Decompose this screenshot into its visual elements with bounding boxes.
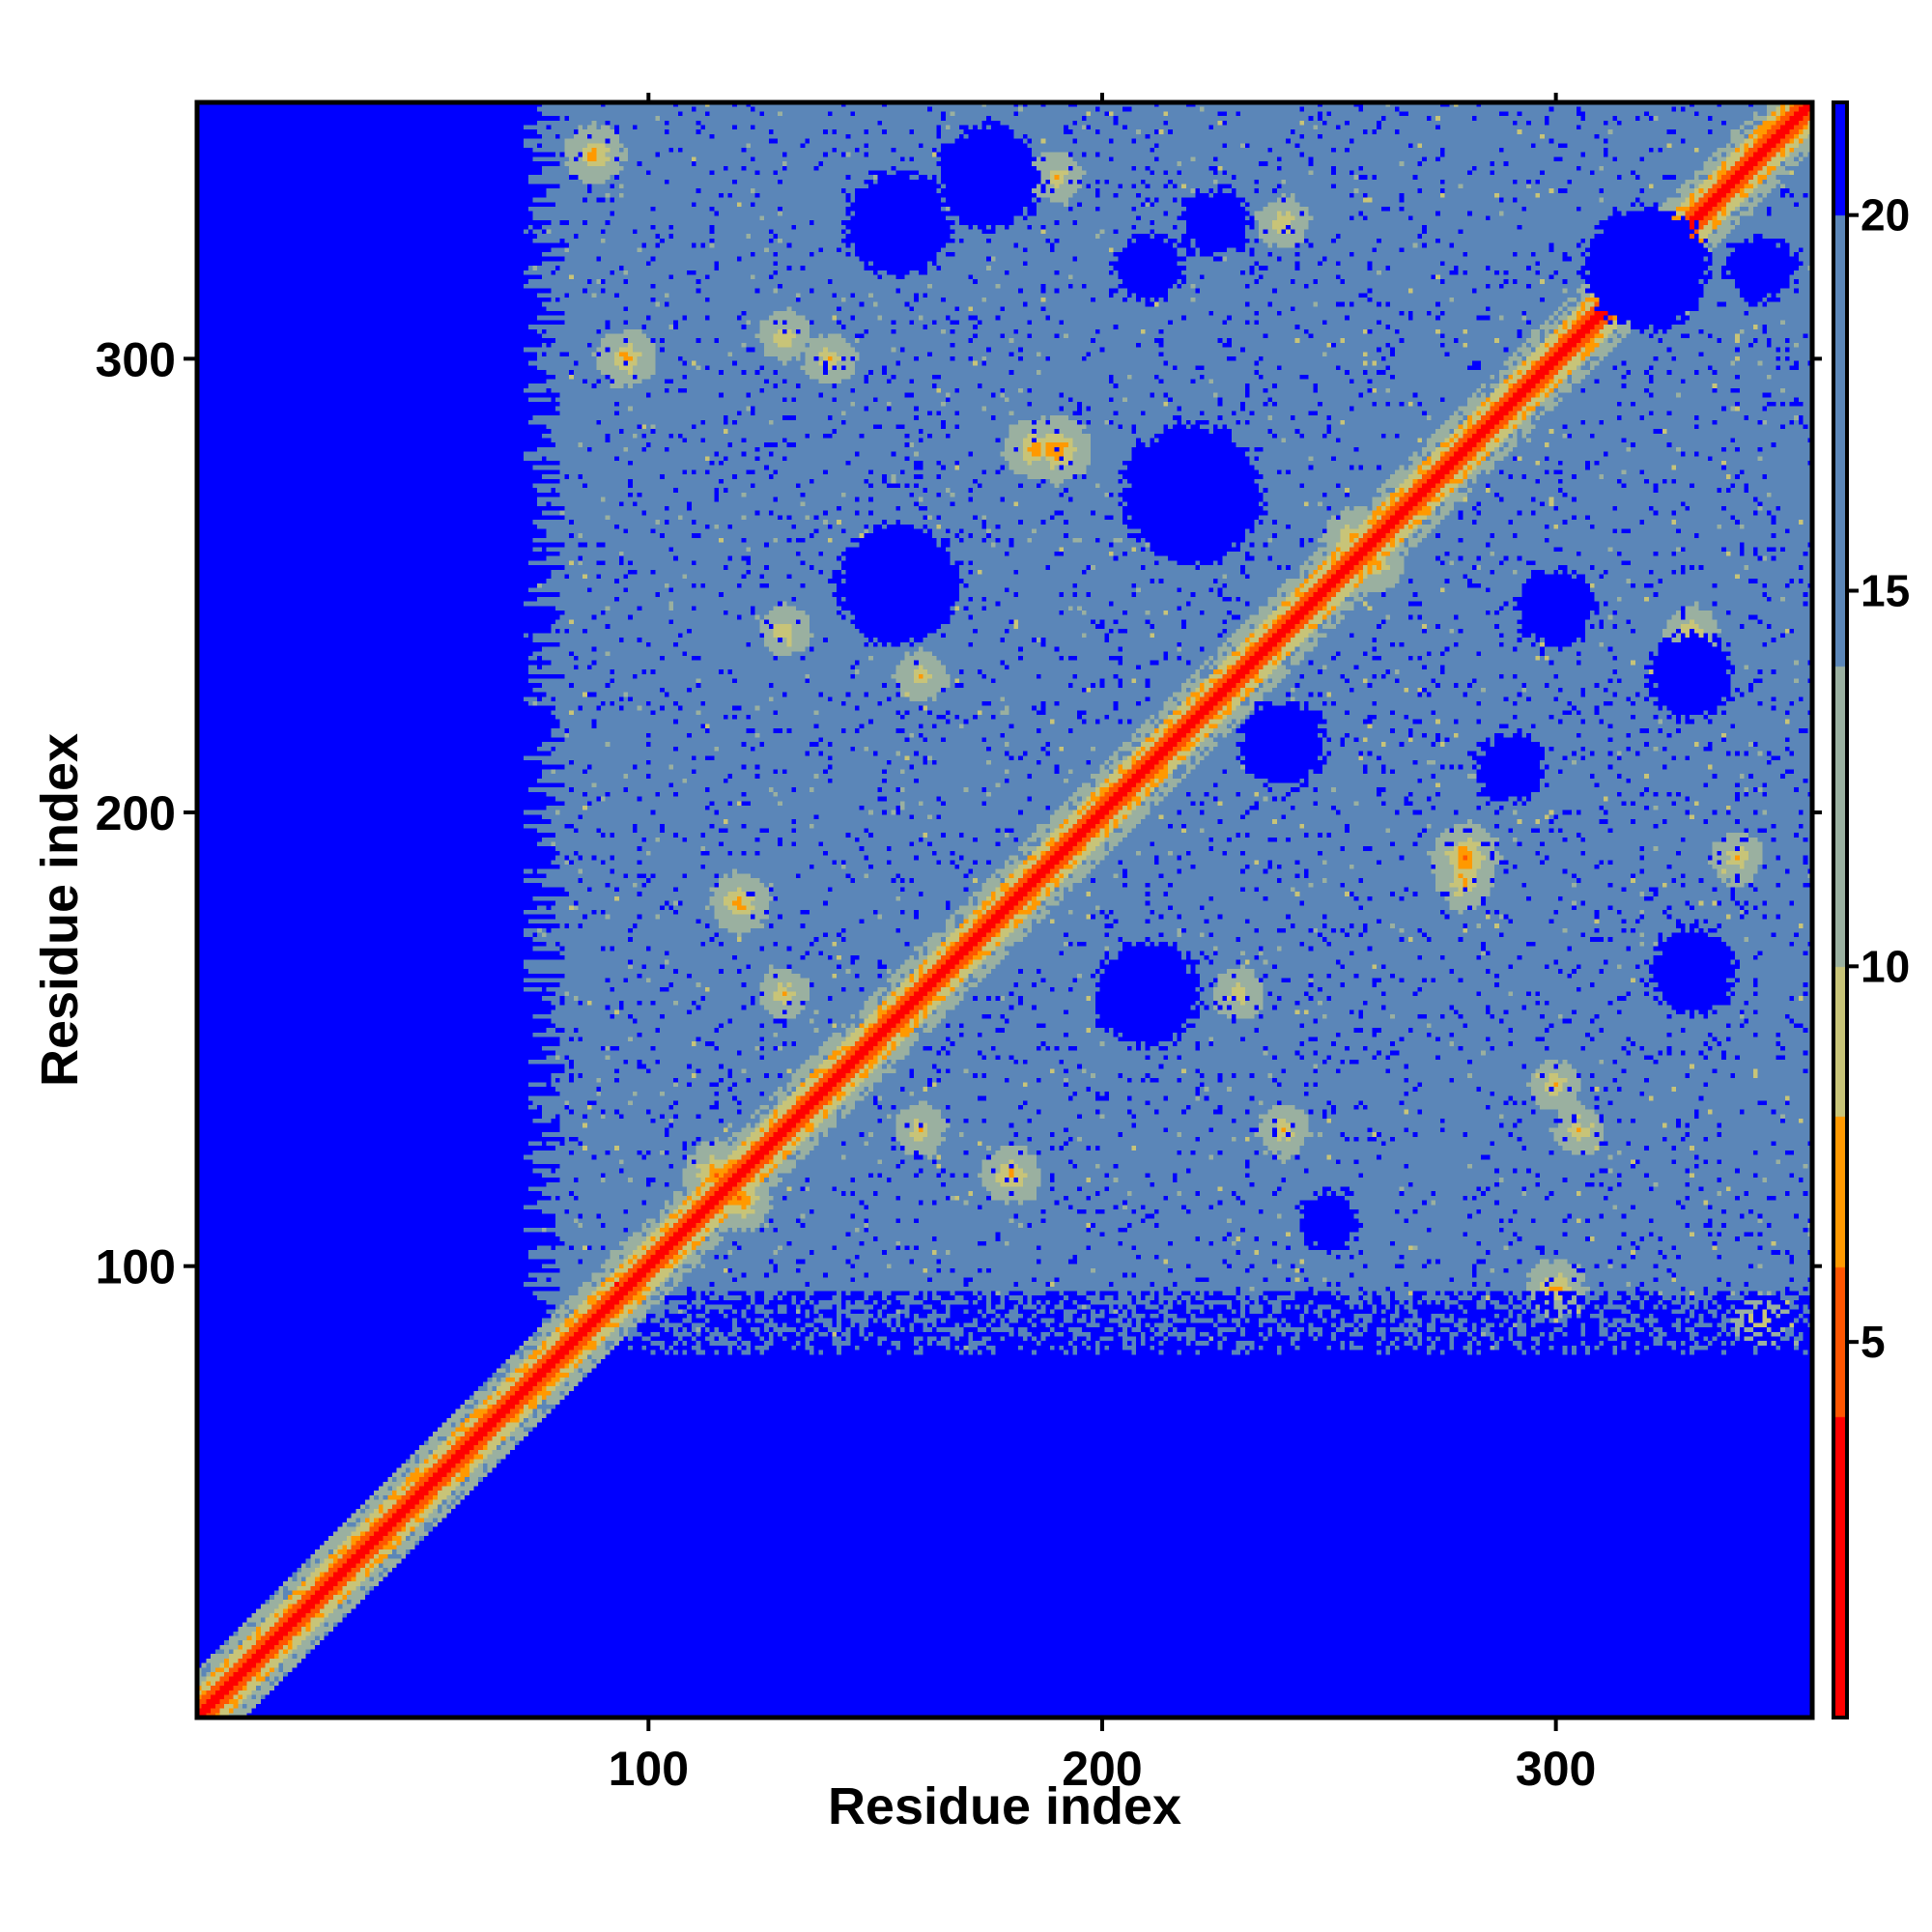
- x-tick-label: 100: [609, 1742, 689, 1796]
- x-axis-ticks: 100 200 300: [609, 93, 1596, 1796]
- distance-heatmap: [197, 102, 1812, 1718]
- y-axis-ticks: 100 200 300: [96, 332, 1822, 1294]
- colorbar-tick-label: 5: [1861, 1317, 1886, 1367]
- x-axis-label: Residue index: [828, 1777, 1181, 1835]
- colorbar-tick-label: 10: [1861, 941, 1910, 991]
- x-tick-label: 300: [1516, 1742, 1596, 1796]
- y-tick-label: 200: [96, 786, 176, 840]
- colorbar-ticks: 5 10 15 20: [1847, 190, 1910, 1367]
- y-tick-label: 300: [96, 332, 176, 386]
- y-tick-label: 100: [96, 1240, 176, 1294]
- colorbar-frame: [1832, 100, 1849, 1719]
- colorbar-tick-label: 15: [1861, 565, 1910, 615]
- y-axis-label: Residue index: [31, 733, 89, 1087]
- colorbar-tick-label: 20: [1861, 190, 1910, 241]
- colorbar-gradient: [1833, 102, 1847, 1718]
- plot-frame: [194, 99, 1815, 1720]
- x-tick-label: 200: [1062, 1742, 1142, 1796]
